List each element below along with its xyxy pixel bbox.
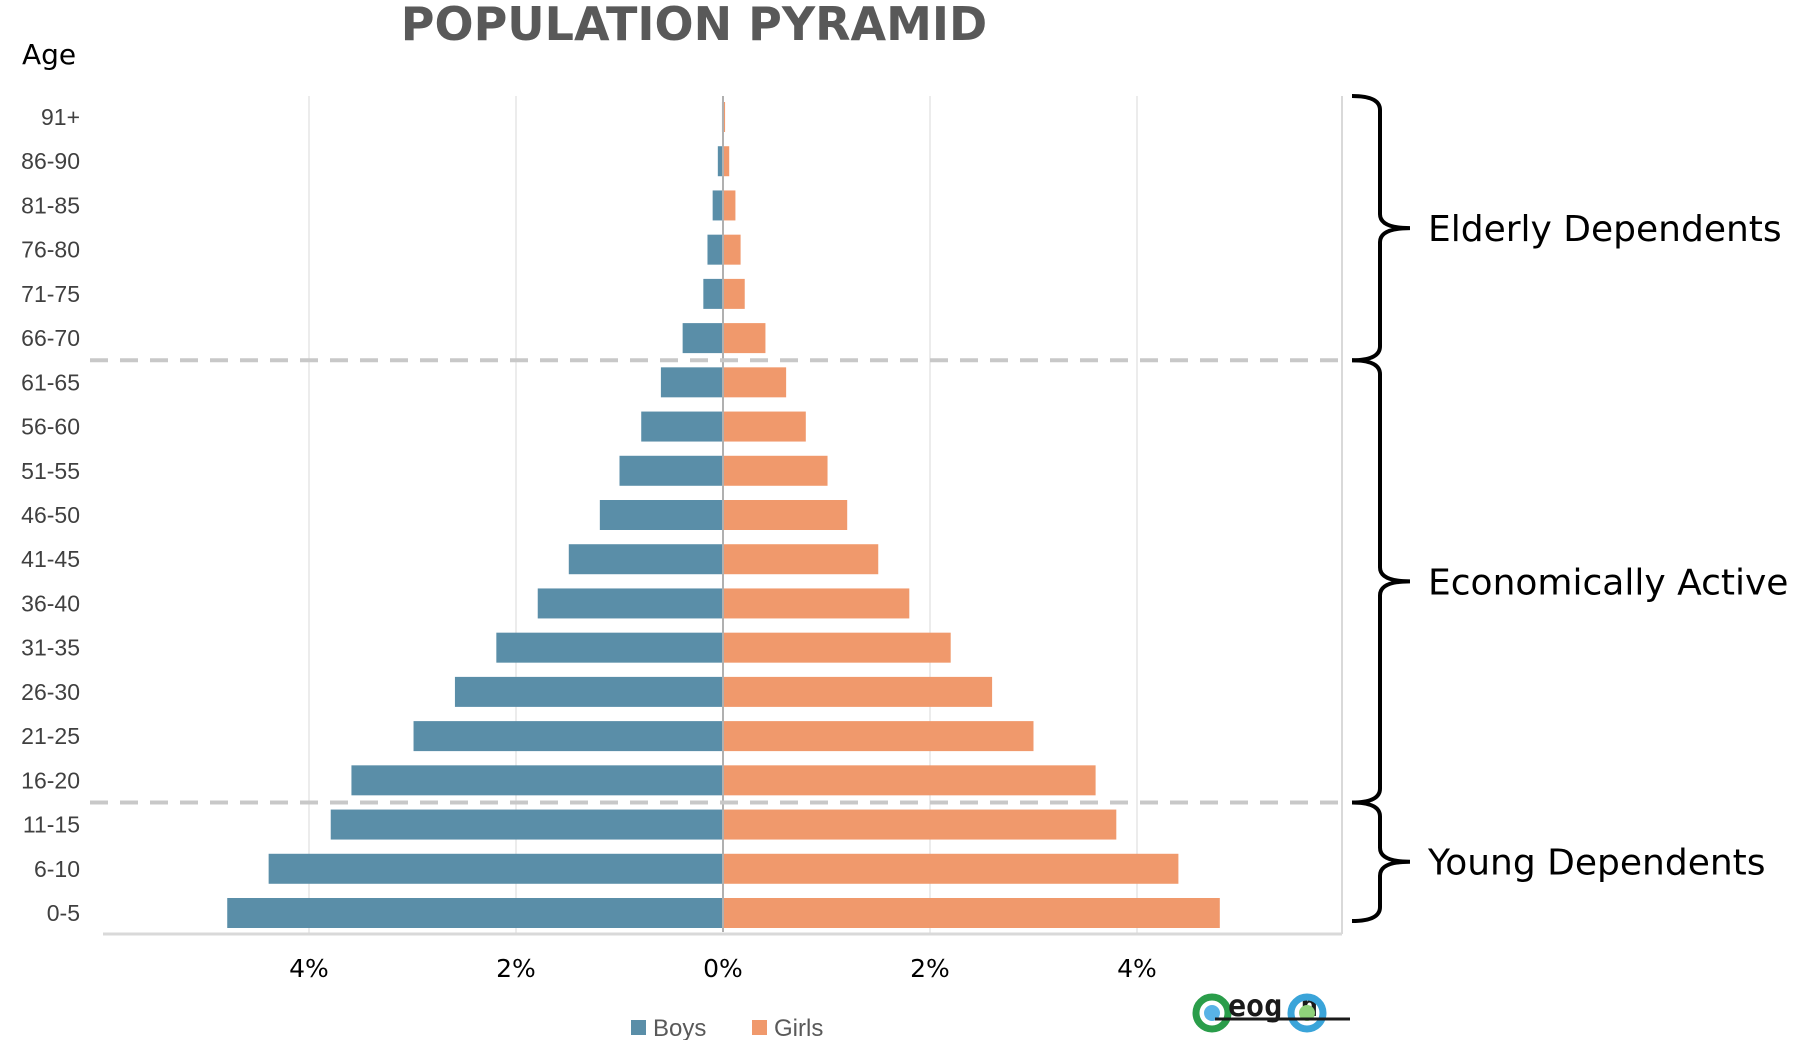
bar-girls bbox=[723, 765, 1096, 796]
y-axis-label: Age bbox=[22, 38, 76, 71]
bar-boys bbox=[268, 853, 723, 884]
y-tick-label: 56-60 bbox=[21, 414, 80, 440]
bar-girls bbox=[723, 500, 848, 530]
y-tick-label: 0-5 bbox=[47, 900, 80, 926]
logo-o-globe-icon bbox=[1287, 993, 1327, 1033]
logo-g-globe-icon bbox=[1192, 993, 1232, 1033]
bar-boys bbox=[717, 146, 723, 177]
bar-boys bbox=[682, 323, 723, 354]
bar-girls bbox=[723, 898, 1220, 928]
bar-girls bbox=[723, 676, 993, 707]
group-label: Elderly Dependents bbox=[1428, 209, 1782, 250]
bar-boys bbox=[707, 234, 723, 265]
bar-girls bbox=[723, 190, 736, 221]
y-tick-label: 11-15 bbox=[23, 812, 80, 838]
bar-girls bbox=[723, 588, 910, 619]
bar-boys bbox=[619, 455, 723, 486]
bar-girls bbox=[723, 367, 787, 398]
y-tick-label: 6-10 bbox=[34, 856, 80, 882]
legend: Boys Girls bbox=[631, 1015, 823, 1040]
bar-girls bbox=[723, 809, 1117, 840]
x-tick-label: 4% bbox=[1117, 954, 1157, 983]
group-brace bbox=[1351, 800, 1411, 923]
y-tick-label: 71-75 bbox=[21, 281, 80, 307]
chart-title: POPULATION PYRAMID bbox=[401, 0, 987, 51]
group-brace bbox=[1351, 94, 1411, 363]
x-tick-label: 4% bbox=[289, 954, 329, 983]
y-tick-label: 76-80 bbox=[21, 237, 80, 263]
bar-boys bbox=[599, 500, 723, 530]
y-tick-label: 81-85 bbox=[21, 192, 80, 218]
bar-girls bbox=[723, 102, 726, 132]
y-tick-label: 36-40 bbox=[21, 590, 80, 616]
bar-girls bbox=[723, 278, 745, 309]
bar-boys bbox=[568, 544, 723, 575]
bar-girls bbox=[723, 323, 766, 354]
bar-boys bbox=[351, 765, 723, 796]
bar-girls bbox=[723, 853, 1179, 884]
bar-boys bbox=[413, 721, 723, 752]
x-tick-labels: 4% 2% 0% 2% 4% bbox=[289, 954, 1157, 983]
legend-swatch-boys bbox=[631, 1020, 646, 1035]
geogon-logo: eog n bbox=[1192, 989, 1350, 1033]
bar-girls bbox=[723, 411, 806, 442]
x-tick-label: 0% bbox=[703, 954, 743, 983]
group-brace bbox=[1351, 358, 1411, 805]
bar-girls bbox=[723, 721, 1034, 752]
bar-boys bbox=[641, 411, 723, 442]
y-tick-label: 86-90 bbox=[21, 148, 80, 174]
y-tick-label: 91+ bbox=[41, 104, 80, 130]
y-tick-label: 66-70 bbox=[21, 325, 80, 351]
bar-girls bbox=[723, 234, 741, 265]
y-tick-label: 46-50 bbox=[21, 502, 80, 528]
bar-boys bbox=[712, 190, 723, 221]
bar-boys bbox=[227, 898, 724, 928]
group-label: Young Dependents bbox=[1427, 843, 1766, 884]
x-tick-label: 2% bbox=[910, 954, 950, 983]
axes bbox=[103, 96, 1343, 936]
bar-girls bbox=[723, 455, 828, 486]
bar-boys bbox=[454, 676, 723, 707]
bar-girls bbox=[723, 544, 879, 575]
bar-boys bbox=[537, 588, 723, 619]
bar-boys bbox=[703, 278, 723, 309]
bar-girls bbox=[723, 632, 951, 663]
y-tick-label: 61-65 bbox=[21, 369, 80, 395]
x-tick-label: 2% bbox=[496, 954, 536, 983]
bars bbox=[227, 102, 1220, 928]
bar-girls bbox=[723, 146, 730, 177]
y-tick-label: 26-30 bbox=[21, 679, 80, 705]
y-tick-label: 21-25 bbox=[21, 723, 80, 749]
bar-boys bbox=[496, 632, 723, 663]
group-braces: Elderly Dependents Economically Active You… bbox=[1351, 94, 1788, 923]
y-tick-label: 31-35 bbox=[21, 635, 80, 661]
legend-swatch-girls bbox=[752, 1020, 767, 1035]
y-tick-label: 41-45 bbox=[21, 546, 80, 572]
legend-label-girls: Girls bbox=[774, 1015, 823, 1040]
bar-boys bbox=[660, 367, 723, 398]
bar-boys bbox=[330, 809, 723, 840]
group-label: Economically Active bbox=[1428, 562, 1788, 603]
legend-label-boys: Boys bbox=[653, 1015, 706, 1040]
y-tick-label: 51-55 bbox=[21, 458, 80, 484]
y-tick-labels: 91+ 86-90 81-85 76-80 71-75 66-70 61-65 56-60 51… bbox=[21, 104, 80, 926]
y-tick-label: 16-20 bbox=[21, 767, 80, 793]
